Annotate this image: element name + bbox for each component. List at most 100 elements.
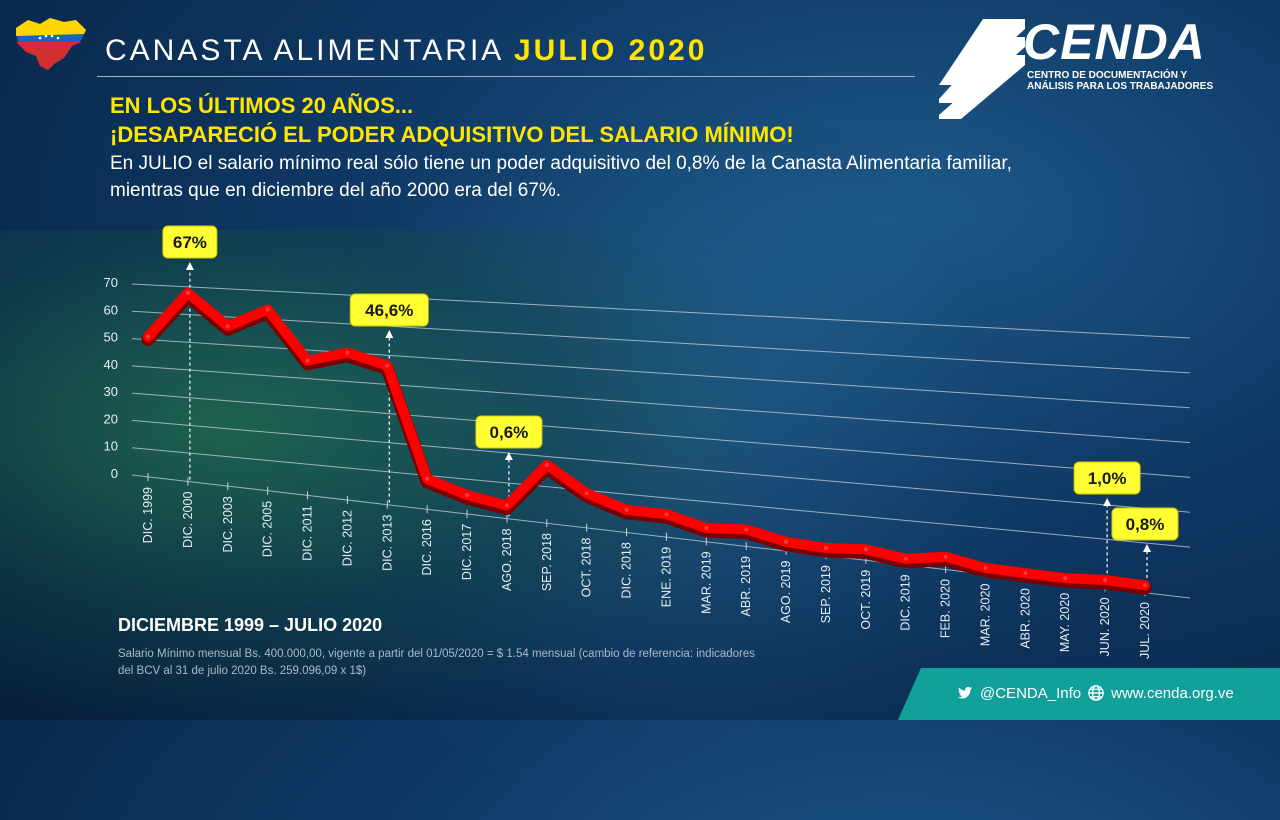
purchasing-power-chart: 0 10 20 30 40 50 60 70 DIC. 1999 DIC. 2000 DIC. 20… xyxy=(104,225,1191,659)
callout-box xyxy=(1111,507,1179,541)
data-point xyxy=(185,290,190,295)
gridline xyxy=(131,338,1191,409)
title-plain: CANASTA ALIMENTARIA xyxy=(105,34,514,67)
x-tick-label: DIC. 1999 xyxy=(141,487,155,543)
data-point xyxy=(704,526,709,531)
callout-arrowhead xyxy=(385,330,394,338)
gridline xyxy=(131,365,1191,444)
globe-icon xyxy=(1088,685,1104,701)
data-point xyxy=(146,334,150,339)
header-divider xyxy=(97,76,915,77)
page-title: CANASTA ALIMENTARIA JULIO 2020 xyxy=(105,34,707,68)
x-tick-label: DIC. 2019 xyxy=(899,574,913,630)
period-label: DICIEMBRE 1999 – JULIO 2020 xyxy=(118,615,383,635)
x-tick-label: MAR. 2019 xyxy=(699,551,713,614)
callout-arrowhead xyxy=(1103,498,1112,506)
data-point xyxy=(504,503,509,508)
footer-contacts: @CENDA_Info www.cenda.org.ve xyxy=(956,684,1234,702)
description-line2: mientras que en diciembre del año 2000 e… xyxy=(110,180,562,201)
x-tick-label: DIC. 2012 xyxy=(340,510,354,566)
callout-arrowhead xyxy=(185,262,194,270)
logo-subtitle: CENTRO DE DOCUMENTACIÓN Y ANÁLISIS PARA L… xyxy=(1027,70,1213,92)
data-point xyxy=(863,547,868,552)
data-point xyxy=(1023,571,1028,576)
data-point xyxy=(584,491,589,496)
logo-subtitle-line1: CENTRO DE DOCUMENTACIÓN Y xyxy=(1027,70,1188,81)
data-point xyxy=(465,493,470,498)
series-line-shadow xyxy=(141,289,1152,595)
data-point xyxy=(544,462,549,467)
x-tick-label: OCT. 2018 xyxy=(580,538,594,598)
x-tick-label: DIC. 2011 xyxy=(301,505,315,560)
x-tick-label: FEB. 2020 xyxy=(939,579,953,638)
callout-label: 0,6% xyxy=(490,423,529,442)
x-tick-label: DIC. 2000 xyxy=(181,492,195,548)
gridline xyxy=(131,392,1191,478)
x-tick-label: SEP. 2018 xyxy=(540,533,554,591)
data-point xyxy=(265,307,270,312)
y-tick-label: 50 xyxy=(104,330,118,345)
data-point xyxy=(225,324,230,329)
x-tick-label: AGO. 2018 xyxy=(500,528,514,591)
callout-label: 1,0% xyxy=(1088,469,1127,488)
data-point xyxy=(784,539,789,544)
y-tick-label: 20 xyxy=(104,411,118,426)
data-point xyxy=(425,476,430,481)
x-tick-label: DIC. 2017 xyxy=(460,524,474,580)
callout-arrowhead xyxy=(504,452,513,460)
title-highlight: JULIO 2020 xyxy=(513,34,708,67)
data-point xyxy=(664,512,669,517)
callout-box xyxy=(162,225,218,259)
data-point xyxy=(823,545,828,550)
x-tick-label: ENE. 2019 xyxy=(659,547,673,608)
logo-name: CENDA xyxy=(1023,14,1206,70)
description-line1: En JULIO el salario mínimo real sólo tie… xyxy=(110,153,1012,174)
twitter-icon[interactable] xyxy=(956,684,974,702)
data-point xyxy=(1143,583,1147,588)
y-tick-label: 60 xyxy=(104,302,118,317)
x-tick-label: AGO. 2019 xyxy=(779,561,793,624)
x-tick-label: OCT. 2019 xyxy=(859,570,873,630)
x-tick-label: DIC. 2016 xyxy=(420,519,434,575)
gridline xyxy=(131,447,1191,548)
x-tick-label: MAY. 2020 xyxy=(1058,593,1072,652)
series-line xyxy=(143,287,1150,591)
x-tick-label: JUN. 2020 xyxy=(1098,597,1112,656)
twitter-handle[interactable]: @CENDA_Info xyxy=(980,684,1082,702)
callout-box xyxy=(1073,461,1141,495)
callout-label: 0,8% xyxy=(1126,515,1165,534)
data-point xyxy=(305,358,310,363)
callout-label: 67% xyxy=(173,233,207,252)
x-tick-label: ABR. 2019 xyxy=(739,556,753,617)
y-tick-label: 0 xyxy=(111,466,118,481)
callout-arrowhead xyxy=(1143,544,1151,552)
x-tick-label: DIC. 2003 xyxy=(221,496,235,552)
venezuela-map-flag-icon xyxy=(16,18,86,70)
headline-line1: EN LOS ÚLTIMOS 20 AÑOS... xyxy=(110,93,414,118)
headline-line2: ¡DESAPARECIÓ EL PODER ADQUISITIVO DEL SA… xyxy=(110,122,794,147)
y-tick-label: 30 xyxy=(104,384,118,399)
data-point xyxy=(385,363,390,368)
callout-label: 46,6% xyxy=(365,301,413,320)
callout-box xyxy=(475,415,543,449)
x-tick-label: JUL. 2020 xyxy=(1138,602,1152,659)
website-link[interactable]: www.cenda.org.ve xyxy=(1111,684,1234,702)
gridline xyxy=(131,310,1191,374)
y-tick-label: 70 xyxy=(104,275,118,290)
y-tick-label: 10 xyxy=(104,439,118,454)
gridline xyxy=(131,283,1191,339)
data-point xyxy=(345,350,350,355)
data-point xyxy=(983,565,988,570)
callout-box xyxy=(349,293,429,327)
y-tick-label: 40 xyxy=(104,357,118,372)
x-tick-label: ABR. 2020 xyxy=(1018,588,1032,649)
cenda-stripes-icon xyxy=(939,19,1025,119)
x-tick-label: DIC. 2013 xyxy=(380,515,394,571)
data-point xyxy=(1103,577,1108,582)
x-tick-label: SEP. 2019 xyxy=(819,565,833,623)
data-point xyxy=(624,507,629,512)
data-point xyxy=(1063,576,1068,581)
data-point xyxy=(744,527,749,532)
logo-subtitle-line2: ANÁLISIS PARA LOS TRABAJADORES xyxy=(1027,81,1214,92)
data-point xyxy=(943,554,948,559)
